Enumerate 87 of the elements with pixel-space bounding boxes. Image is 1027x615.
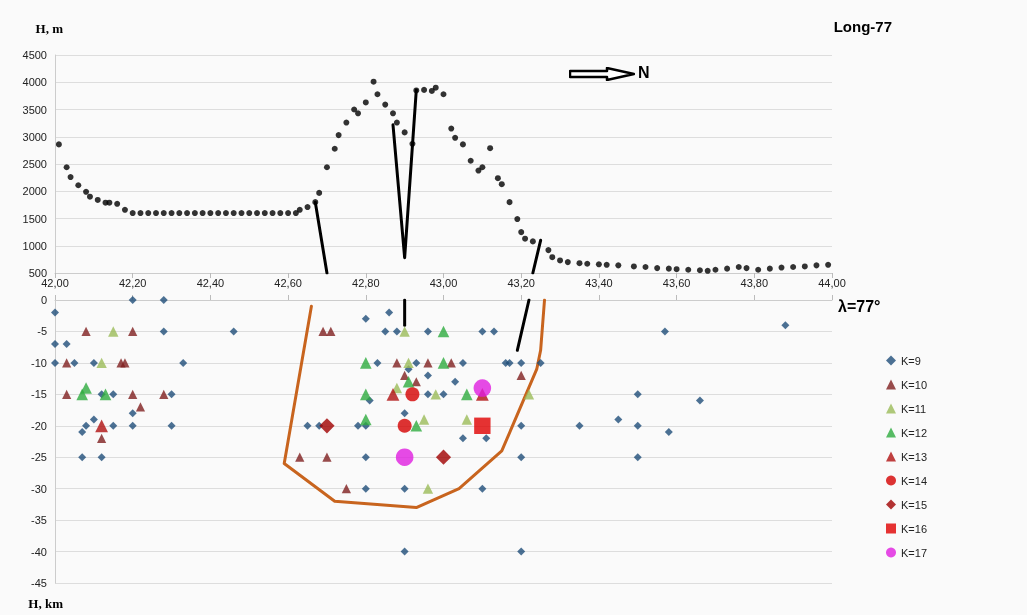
point	[108, 326, 119, 337]
legend-label: K=9	[901, 354, 921, 367]
x-tick-label: 42,20	[118, 276, 147, 289]
point	[437, 357, 450, 369]
point	[523, 389, 535, 400]
line-series	[282, 298, 547, 510]
point	[395, 448, 414, 467]
text: λ=77°	[838, 297, 881, 315]
point	[400, 370, 410, 381]
x-tick-label: 43,80	[740, 276, 769, 289]
x-tick-label: 42,40	[196, 276, 225, 289]
point	[295, 452, 305, 462]
point	[128, 326, 138, 337]
point	[403, 357, 414, 369]
point	[326, 326, 336, 337]
y-tick-label: -40	[31, 545, 47, 558]
point	[435, 449, 452, 465]
point	[386, 387, 400, 401]
point	[473, 379, 492, 397]
point	[405, 387, 420, 402]
y-tick-label: 0	[40, 294, 47, 306]
point	[516, 370, 526, 381]
y-tick-label: 4000	[22, 76, 47, 89]
y-tick-label: -45	[31, 577, 47, 589]
point	[341, 484, 351, 494]
point	[461, 388, 473, 401]
text: Long-77	[833, 18, 893, 35]
x-tick-label: 44,00	[818, 276, 846, 289]
legend-label: K=15	[901, 498, 927, 511]
y-tick-label: -25	[31, 451, 47, 464]
x-tick-label: 43,00	[429, 276, 458, 289]
point	[96, 357, 107, 369]
legend-label: K=14	[901, 474, 927, 487]
y-tick-label: -30	[31, 482, 47, 495]
point	[128, 389, 138, 399]
point	[399, 326, 410, 337]
y-tick-label: -35	[31, 514, 47, 527]
y-tick-label: 500	[28, 267, 47, 279]
point	[120, 358, 130, 368]
point	[430, 389, 441, 400]
y-tick-label: 1000	[22, 239, 47, 252]
x-tick-label: 42,80	[352, 276, 380, 289]
point	[159, 389, 169, 399]
point	[360, 388, 372, 401]
legend-label: K=16	[901, 522, 927, 535]
y-tick-label: -15	[31, 388, 47, 401]
y-tick-label: 3500	[22, 103, 47, 116]
x-tick-label: 43,40	[585, 276, 613, 289]
y-axis-title: H, m	[35, 21, 64, 36]
y-tick-label: 2500	[22, 158, 47, 170]
point	[422, 483, 434, 494]
point	[76, 388, 88, 401]
y-tick-label: 2000	[22, 185, 47, 198]
x-tick-label: 43,20	[507, 276, 535, 289]
y-tick-label: -10	[31, 356, 47, 369]
y-tick-label: 3000	[22, 130, 47, 143]
point	[461, 414, 473, 425]
point	[418, 414, 430, 425]
point	[437, 325, 450, 338]
point	[81, 326, 91, 337]
point	[135, 402, 146, 412]
legend-label: K=10	[901, 378, 927, 391]
y-tick-label: 1500	[22, 212, 47, 225]
x-tick-label: 43,60	[662, 276, 691, 289]
legend-label: K=11	[901, 402, 927, 415]
legend-label: K=13	[901, 450, 927, 463]
point	[423, 358, 433, 368]
x-tick-label: 42,00	[41, 276, 69, 289]
point	[410, 419, 423, 432]
y-tick-label: 4500	[22, 49, 47, 61]
point	[62, 389, 72, 399]
point	[97, 433, 107, 443]
point	[474, 417, 491, 434]
point	[397, 418, 412, 433]
x-tick-label: 42,60	[274, 276, 302, 289]
point	[95, 419, 109, 433]
point	[360, 357, 372, 369]
point	[402, 375, 415, 388]
y-tick-label: -20	[31, 419, 47, 432]
y-tick-label: -5	[37, 325, 47, 338]
point	[318, 326, 328, 337]
legend-label: K=12	[901, 426, 927, 439]
legend-label: K=17	[901, 546, 927, 559]
annotation: N	[638, 63, 650, 81]
y-axis-title: H, km	[28, 596, 64, 611]
point	[99, 388, 112, 401]
point	[322, 452, 332, 462]
